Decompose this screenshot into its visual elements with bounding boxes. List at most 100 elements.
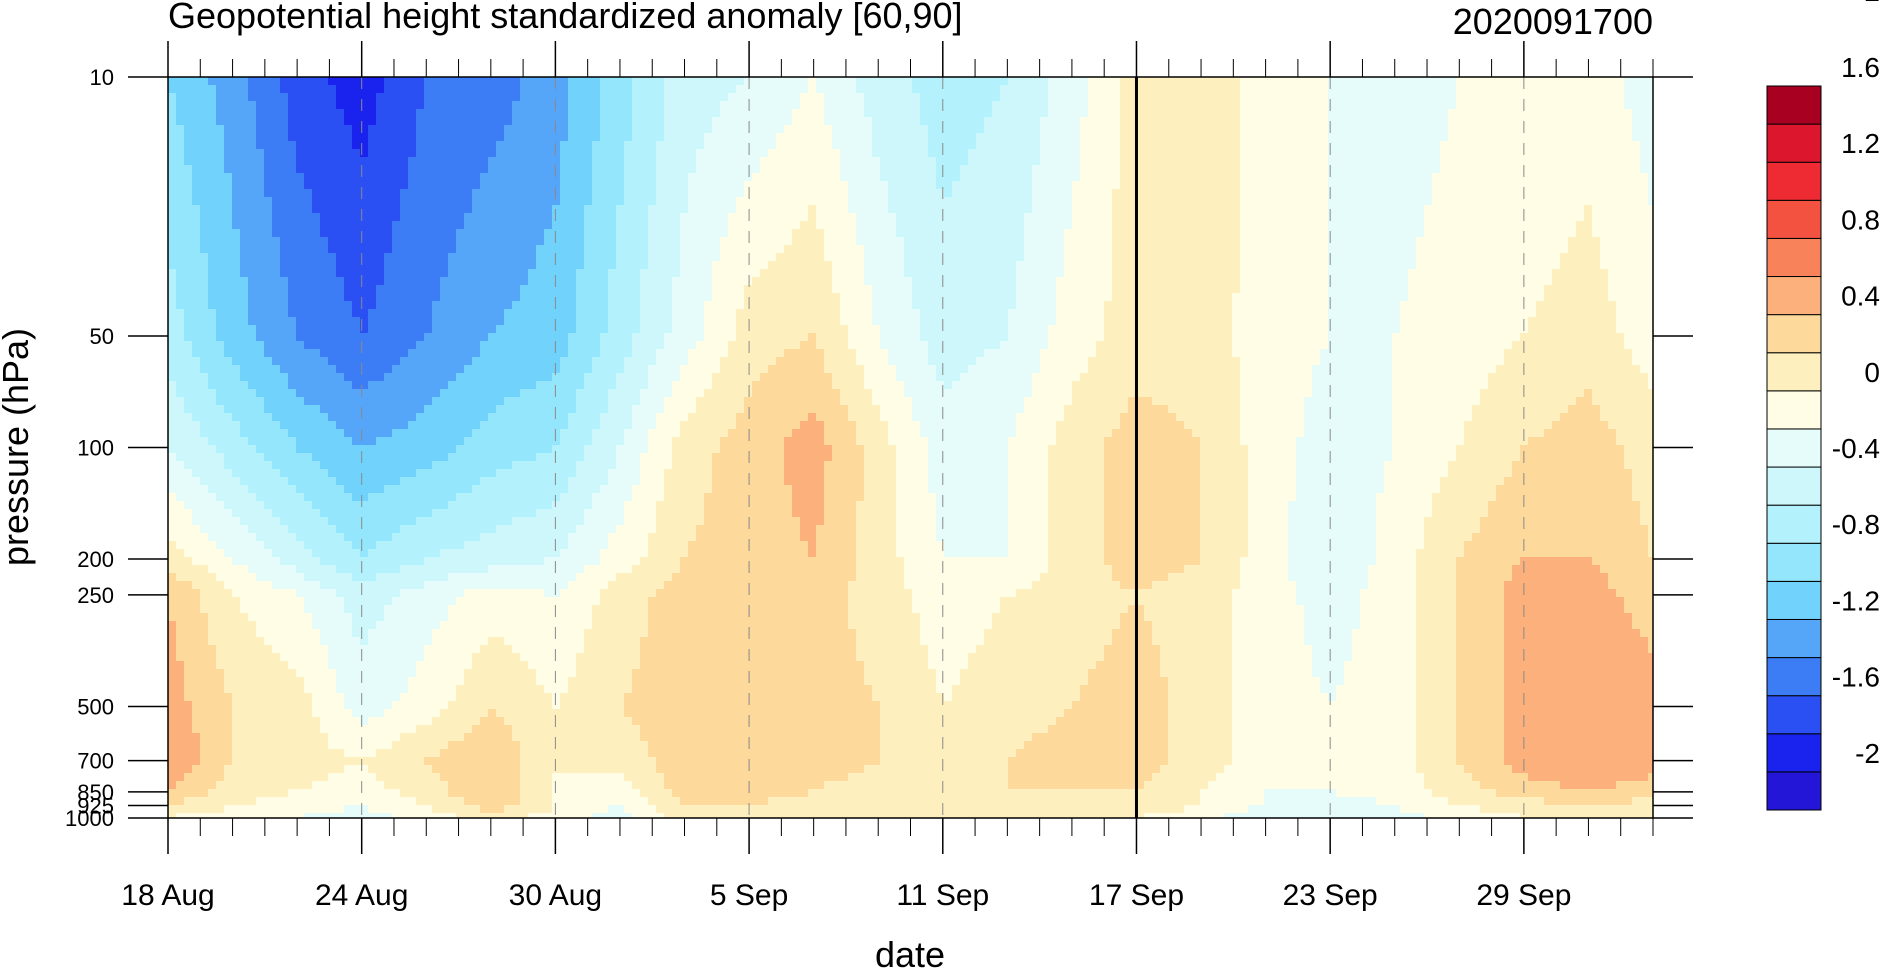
contour-cell <box>296 589 305 598</box>
contour-cell <box>592 221 601 230</box>
contour-cell <box>320 349 329 358</box>
contour-cell <box>448 149 457 158</box>
contour-cell <box>448 525 457 534</box>
contour-cell <box>224 389 233 398</box>
contour-cell <box>472 493 481 502</box>
contour-cell <box>464 205 473 214</box>
contour-cell <box>584 285 593 294</box>
contour-cell <box>240 477 249 486</box>
contour-cell <box>344 709 353 718</box>
contour-cell <box>288 637 297 646</box>
contour-cell <box>384 733 393 742</box>
contour-cell <box>288 581 297 590</box>
contour-cell <box>176 397 185 406</box>
contour-cell <box>304 677 313 686</box>
contour-cell <box>576 357 585 366</box>
contour-cell <box>304 781 313 790</box>
contour-cell <box>216 741 225 750</box>
contour-cell <box>416 597 425 606</box>
contour-cell <box>176 237 185 246</box>
contour-cell <box>256 309 265 318</box>
contour-cell <box>560 397 569 406</box>
contour-cell <box>560 661 569 670</box>
contour-cell <box>288 437 297 446</box>
contour-cell <box>440 701 449 710</box>
contour-cell <box>368 421 377 430</box>
contour-cell <box>416 237 425 246</box>
contour-cell <box>248 381 257 390</box>
contour-cell <box>296 189 305 198</box>
contour-cell <box>216 517 225 526</box>
contour-cell <box>360 333 369 342</box>
contour-cell <box>504 85 513 94</box>
contour-cell <box>384 805 393 814</box>
contour-cell <box>192 501 201 510</box>
contour-cell <box>392 389 401 398</box>
contour-cell <box>488 157 497 166</box>
contour-cell <box>312 389 321 398</box>
contour-cell <box>440 549 449 558</box>
contour-cell <box>288 269 297 278</box>
contour-cell <box>248 565 257 574</box>
contour-cell <box>168 813 177 818</box>
contour-cell <box>432 205 441 214</box>
contour-cell <box>448 813 457 818</box>
contour-cell <box>216 173 225 182</box>
contour-cell <box>176 645 185 654</box>
contour-cell <box>200 493 209 502</box>
contour-cell <box>176 613 185 622</box>
contour-cell <box>432 541 441 550</box>
contour-cell <box>520 597 529 606</box>
contour-cell <box>176 501 185 510</box>
contour-cell <box>336 101 345 110</box>
contour-cell <box>464 669 473 678</box>
contour-cell <box>224 541 233 550</box>
contour-cell <box>200 357 209 366</box>
contour-cell <box>536 405 545 414</box>
contour-cell <box>248 645 257 654</box>
contour-cell <box>576 549 585 558</box>
contour-cell <box>312 357 321 366</box>
contour-cell <box>344 541 353 550</box>
contour-cell <box>400 229 409 238</box>
contour-cell <box>224 317 233 326</box>
contour-cell <box>184 613 193 622</box>
contour-cell <box>472 221 481 230</box>
contour-cell <box>456 549 465 558</box>
contour-cell <box>288 373 297 382</box>
contour-cell <box>480 517 489 526</box>
contour-cell <box>168 725 177 734</box>
contour-cell <box>216 493 225 502</box>
contour-cell <box>272 805 281 814</box>
contour-cell <box>200 597 209 606</box>
contour-cell <box>336 765 345 774</box>
contour-cell <box>576 701 585 710</box>
contour-cell <box>472 581 481 590</box>
contour-cell <box>360 733 369 742</box>
contour-cell <box>440 589 449 598</box>
contour-cell <box>368 101 377 110</box>
contour-cell <box>288 621 297 630</box>
contour-cell <box>472 637 481 646</box>
contour-cell <box>472 437 481 446</box>
contour-cell <box>496 125 505 134</box>
contour-cell <box>544 229 553 238</box>
contour-cell <box>168 397 177 406</box>
contour-cell <box>432 525 441 534</box>
contour-cell <box>416 373 425 382</box>
contour-cell <box>536 189 545 198</box>
contour-cell <box>232 181 241 190</box>
contour-cell <box>320 581 329 590</box>
contour-cell <box>336 741 345 750</box>
contour-cell <box>208 349 217 358</box>
contour-cell <box>392 653 401 662</box>
contour-cell <box>344 805 353 814</box>
contour-cell <box>344 405 353 414</box>
contour-cell <box>376 725 385 734</box>
contour-cell <box>432 189 441 198</box>
contour-cell <box>576 741 585 750</box>
contour-cell <box>184 693 193 702</box>
contour-cell <box>408 341 417 350</box>
contour-cell <box>480 557 489 566</box>
contour-cell <box>168 661 177 670</box>
